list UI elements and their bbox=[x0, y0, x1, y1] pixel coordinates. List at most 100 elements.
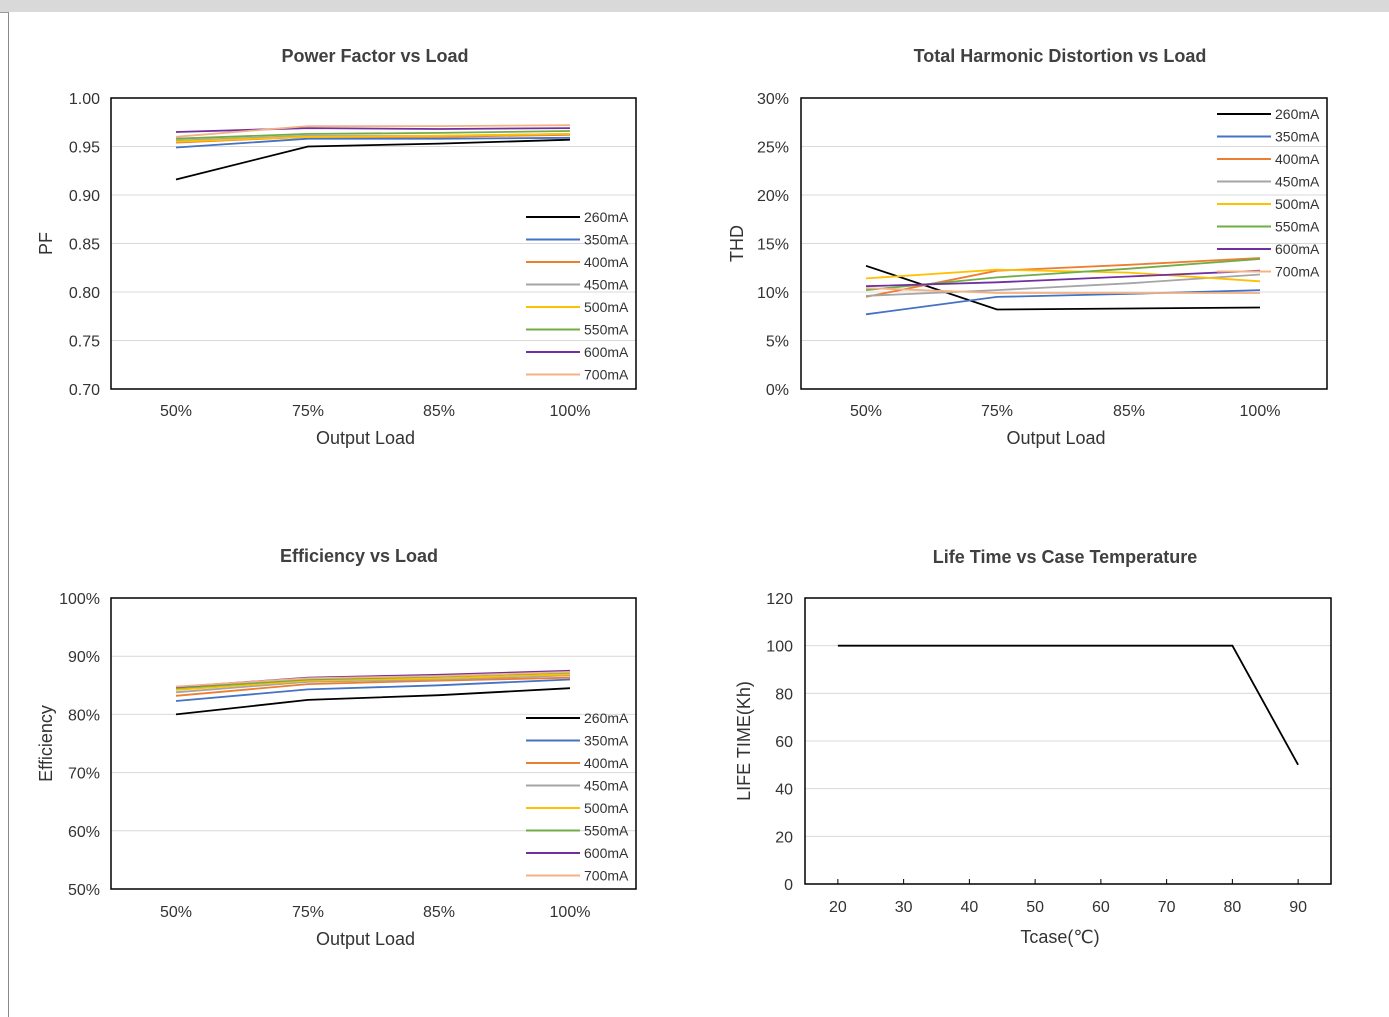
x-tick-label: 80 bbox=[1223, 899, 1241, 916]
series-line-600mA bbox=[175, 127, 571, 133]
legend-entry: 550mA bbox=[1275, 219, 1320, 235]
legend-entry: 550mA bbox=[584, 322, 629, 338]
x-axis-label: Output Load bbox=[316, 929, 415, 949]
y-tick-label: 100% bbox=[59, 591, 100, 608]
series-line-260mA bbox=[865, 264, 1261, 311]
legend-entry: 500mA bbox=[584, 800, 629, 816]
y-tick-label: 0.75 bbox=[69, 334, 100, 351]
x-tick-label: 75% bbox=[292, 904, 324, 921]
x-tick-label: 50% bbox=[850, 403, 882, 420]
legend-entry: 600mA bbox=[584, 344, 629, 360]
legend-entry: 700mA bbox=[1275, 264, 1320, 280]
y-tick-label: 90% bbox=[68, 649, 100, 666]
series-line-350mA bbox=[865, 289, 1261, 316]
legend-entry: 260mA bbox=[584, 209, 629, 225]
y-axis-label: PF bbox=[36, 232, 56, 255]
y-tick-label: 10% bbox=[757, 285, 789, 302]
legend-entry: 550mA bbox=[584, 823, 629, 839]
legend-entry: 600mA bbox=[584, 845, 629, 861]
x-tick-label: 75% bbox=[981, 403, 1013, 420]
x-tick-label: 100% bbox=[550, 904, 591, 921]
chart-title: Life Time vs Case Temperature bbox=[933, 547, 1197, 567]
series-line-450mA bbox=[175, 674, 571, 694]
y-axis-label: LIFE TIME(Kh) bbox=[734, 681, 754, 801]
legend-entry: 450mA bbox=[584, 778, 629, 794]
x-tick-label: 50% bbox=[160, 403, 192, 420]
series-line-350mA bbox=[175, 678, 571, 702]
y-tick-label: 60% bbox=[68, 824, 100, 841]
legend-entry: 400mA bbox=[584, 755, 629, 771]
legend-entry: 600mA bbox=[1275, 241, 1320, 257]
chart-4: Life Time vs Case Temperature 120 100 80 60 4… bbox=[734, 547, 1332, 947]
x-tick-label: 90 bbox=[1289, 899, 1307, 916]
plot-area-frame bbox=[110, 97, 637, 390]
x-tick-label: 30 bbox=[895, 899, 913, 916]
x-tick-label: 100% bbox=[1240, 403, 1281, 420]
y-tick-label: 0 bbox=[784, 877, 793, 894]
y-tick-label: 120 bbox=[766, 591, 793, 608]
y-tick-label: 0% bbox=[766, 382, 789, 399]
legend-entry: 700mA bbox=[584, 367, 629, 383]
y-axis-label: Efficiency bbox=[36, 705, 56, 782]
x-tick-label: 85% bbox=[423, 403, 455, 420]
series-line-500mA bbox=[865, 268, 1261, 283]
document-sheet bbox=[8, 12, 1389, 1017]
x-tick-label: 50 bbox=[1026, 899, 1044, 916]
series-line-600mA bbox=[865, 269, 1261, 288]
y-tick-label: 15% bbox=[757, 237, 789, 254]
x-tick-label: 50% bbox=[160, 904, 192, 921]
y-tick-label: 70% bbox=[68, 766, 100, 783]
y-tick-label: 80% bbox=[68, 707, 100, 724]
x-tick-label: 20 bbox=[829, 899, 847, 916]
legend-entry: 350mA bbox=[1275, 129, 1320, 145]
y-tick-label: 5% bbox=[766, 334, 789, 351]
series-line-500mA bbox=[175, 133, 571, 143]
series-line-260mA bbox=[175, 138, 571, 181]
legend-entry: 450mA bbox=[584, 277, 629, 293]
chart-3: Efficiency vs Load 100% 90% 80% 70% 60% 50% 50%… bbox=[36, 546, 637, 949]
chart-title: Efficiency vs Load bbox=[280, 546, 438, 566]
x-axis-label: Tcase(℃) bbox=[1020, 927, 1099, 947]
y-tick-label: 30% bbox=[757, 91, 789, 108]
x-tick-label: 100% bbox=[550, 403, 591, 420]
series-line-450mA bbox=[865, 273, 1261, 297]
legend: 260mA 350mA 400mA 450mA 500mA 550mA 600mA 700mA bbox=[1217, 106, 1320, 280]
legend-entry: 450mA bbox=[1275, 174, 1320, 190]
y-tick-label: 0.70 bbox=[69, 382, 100, 399]
series-line-400mA bbox=[175, 676, 571, 697]
series-line-350mA bbox=[175, 136, 571, 149]
legend-entry: 400mA bbox=[1275, 151, 1320, 167]
chart-title: Total Harmonic Distortion vs Load bbox=[914, 46, 1207, 66]
x-axis-label: Output Load bbox=[1006, 428, 1105, 448]
legend-entry: 260mA bbox=[584, 710, 629, 726]
y-tick-label: 0.95 bbox=[69, 140, 100, 157]
series-line-500mA bbox=[175, 673, 571, 691]
x-tick-label: 85% bbox=[423, 904, 455, 921]
legend-entry: 260mA bbox=[1275, 106, 1320, 122]
legend: 260mA 350mA 400mA 450mA 500mA 550mA 600mA 700mA bbox=[526, 209, 629, 383]
legend-entry: 500mA bbox=[1275, 196, 1320, 212]
y-tick-label: 1.00 bbox=[69, 91, 100, 108]
y-tick-label: 25% bbox=[757, 140, 789, 157]
legend: 260mA 350mA 400mA 450mA 500mA 550mA 600mA 700mA bbox=[526, 710, 629, 884]
series-line-series-1 bbox=[837, 644, 1299, 766]
plot-area-frame bbox=[804, 597, 1332, 885]
legend-entry: 400mA bbox=[584, 254, 629, 270]
plot-area-frame bbox=[800, 97, 1328, 390]
y-tick-label: 0.90 bbox=[69, 188, 100, 205]
x-tick-label: 40 bbox=[960, 899, 978, 916]
legend-entry: 500mA bbox=[584, 299, 629, 315]
legend-entry: 350mA bbox=[584, 232, 629, 248]
y-tick-label: 20% bbox=[757, 188, 789, 205]
x-tick-label: 60 bbox=[1092, 899, 1110, 916]
x-tick-label: 70 bbox=[1158, 899, 1176, 916]
plot-area-frame bbox=[110, 597, 637, 890]
legend-entry: 350mA bbox=[584, 733, 629, 749]
y-tick-label: 100 bbox=[766, 639, 793, 656]
y-axis-label: THD bbox=[727, 225, 747, 262]
y-tick-label: 20 bbox=[775, 829, 793, 846]
y-tick-label: 60 bbox=[775, 734, 793, 751]
y-tick-label: 0.80 bbox=[69, 285, 100, 302]
series-line-700mA bbox=[175, 124, 571, 138]
